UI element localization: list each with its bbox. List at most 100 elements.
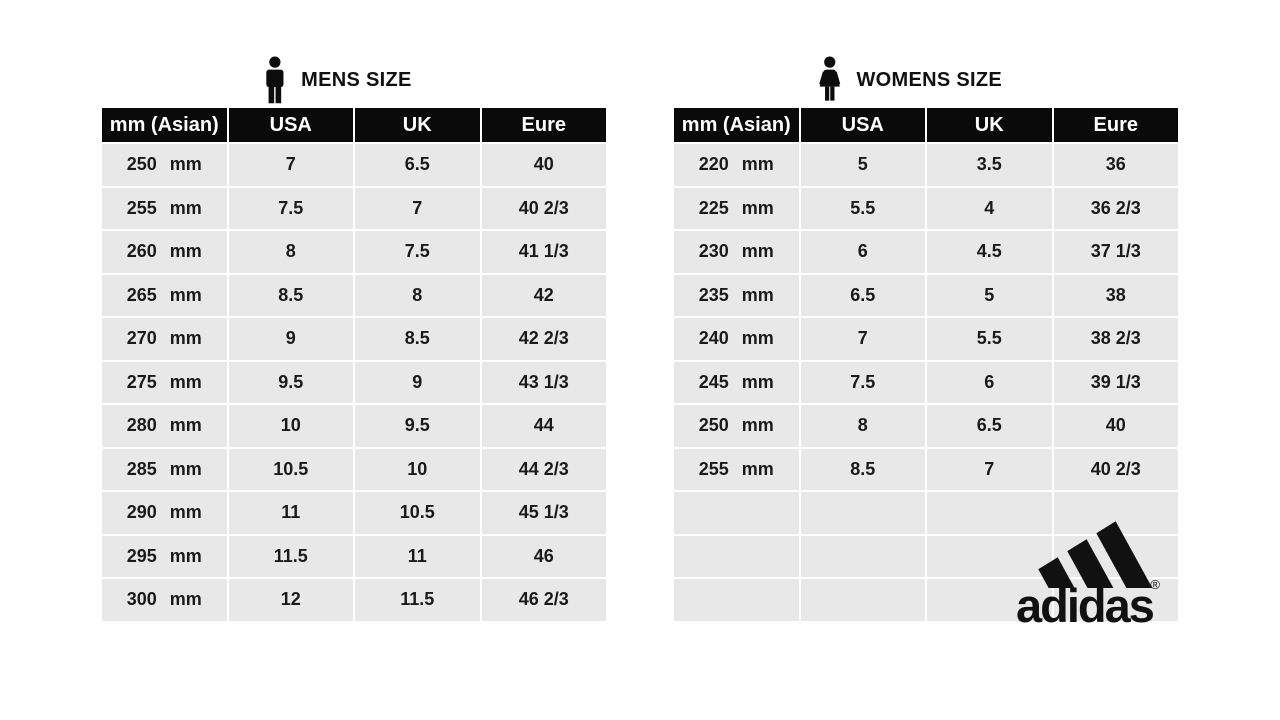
womens-size-chart: WOMENS SIZE mm (Asian) USA UK Eure 220 mm 5 3… [672,55,1180,629]
womens-empty-cell [800,579,925,621]
mens-cell: 285 mm [102,448,227,490]
womens-cell: 245 mm [674,361,799,403]
womens-cell: 225 mm [674,187,799,229]
womens-table-row: 230 mm 6 4.5 37 1/3 [674,231,1178,273]
womens-cell: 8 [800,405,925,447]
mens-header-row: mm (Asian) USA UK Eure [102,108,606,142]
womens-cell: 230 mm [674,231,799,273]
mens-column-header-0: mm (Asian) [102,108,227,142]
womens-empty-cell [674,535,799,577]
womens-table-row: 245 mm 7.5 6 39 1/3 [674,361,1178,403]
mens-cell: 8 [355,274,480,316]
mens-cell: 41 1/3 [481,231,606,273]
womens-cell: 6.5 [927,405,1052,447]
mens-cell: 250 mm [102,144,227,186]
mens-cell: 42 2/3 [481,318,606,360]
mens-table-row: 280 mm 10 9.5 44 [102,405,606,447]
womens-cell: 36 2/3 [1053,187,1178,229]
mens-cell: 6.5 [355,144,480,186]
womens-table-row: 235 mm 6.5 5 38 [674,274,1178,316]
mens-cell: 7.5 [228,187,353,229]
womens-empty-cell [1053,579,1178,621]
womens-size-title-label: WOMENS SIZE [856,68,1003,91]
womens-cell: 7 [927,448,1052,490]
womens-empty-cell [927,492,1052,534]
womens-cell: 40 2/3 [1053,448,1178,490]
mens-cell: 260 mm [102,231,227,273]
adidas-three-bars-icon [1038,520,1153,588]
mens-cell: 8.5 [228,274,353,316]
mens-table-row: 285 mm 10.5 10 44 2/3 [102,448,606,490]
womens-cell: 38 2/3 [1053,318,1178,360]
mens-cell: 46 2/3 [481,579,606,621]
womens-cell: 5.5 [800,187,925,229]
mens-size-title-label: MENS SIZE [301,68,412,91]
mens-size-chart: MENS SIZE mm (Asian) USA UK Eure 250 mm 7 6.5… [100,55,608,623]
womens-cell: 6 [927,361,1052,403]
womens-size-table: mm (Asian) USA UK Eure 220 mm 5 3.5 36 225 mm 5.… [672,106,1180,623]
womens-empty-cell [674,492,799,534]
mens-cell: 290 mm [102,492,227,534]
womens-cell: 39 1/3 [1053,361,1178,403]
mens-cell: 44 2/3 [481,448,606,490]
womens-size-title: WOMENS SIZE [654,55,1162,105]
mens-cell: 42 [481,274,606,316]
womens-empty-cell [927,535,1052,577]
mens-cell: 11.5 [355,579,480,621]
womens-table-row: 240 mm 7 5.5 38 2/3 [674,318,1178,360]
mens-column-header-3: Eure [481,108,606,142]
mens-cell: 43 1/3 [481,361,606,403]
womens-cell: 5 [800,144,925,186]
adidas-wordmark-text: adidas [1016,578,1155,632]
mens-cell: 265 mm [102,274,227,316]
mens-cell: 295 mm [102,535,227,577]
womens-cell: 38 [1053,274,1178,316]
mens-cell: 11 [228,492,353,534]
womens-table-row [674,535,1178,577]
adidas-logo: adidas ® [1016,518,1172,629]
womens-empty-cell [927,579,1052,621]
womens-cell: 250 mm [674,405,799,447]
womens-cell: 6 [800,231,925,273]
womens-cell: 255 mm [674,448,799,490]
womens-table-row: 255 mm 8.5 7 40 2/3 [674,448,1178,490]
womens-column-header-3: Eure [1053,108,1178,142]
womens-table-row: 225 mm 5.5 4 36 2/3 [674,187,1178,229]
womens-cell: 220 mm [674,144,799,186]
mens-size-table: mm (Asian) USA UK Eure 250 mm 7 6.5 40 255 mm 7.… [100,106,608,623]
mens-table-row: 270 mm 9 8.5 42 2/3 [102,318,606,360]
womens-empty-cell [800,492,925,534]
mens-cell: 9 [228,318,353,360]
mens-cell: 40 [481,144,606,186]
adidas-wordmark: adidas ® [1016,578,1160,629]
mens-cell: 10.5 [228,448,353,490]
mens-cell: 280 mm [102,405,227,447]
mens-size-title: MENS SIZE [82,55,590,105]
mens-table-row: 300 mm 12 11.5 46 2/3 [102,579,606,621]
womens-table-row [674,579,1178,621]
womens-header-row: mm (Asian) USA UK Eure [674,108,1178,142]
womens-cell: 6.5 [800,274,925,316]
womens-cell: 4.5 [927,231,1052,273]
womens-cell: 7 [800,318,925,360]
womens-cell: 40 [1053,405,1178,447]
mens-cell: 10 [228,405,353,447]
mens-cell: 275 mm [102,361,227,403]
mens-column-header-1: USA [228,108,353,142]
registered-trademark-icon: ® [1150,576,1160,592]
womens-cell: 235 mm [674,274,799,316]
womens-cell: 8.5 [800,448,925,490]
mens-cell: 40 2/3 [481,187,606,229]
mens-cell: 8 [228,231,353,273]
womens-column-header-2: UK [927,108,1052,142]
mens-cell: 44 [481,405,606,447]
mens-cell: 255 mm [102,187,227,229]
womens-column-header-1: USA [800,108,925,142]
womens-cell: 240 mm [674,318,799,360]
womens-empty-cell [674,579,799,621]
mens-cell: 10.5 [355,492,480,534]
mens-cell: 11.5 [228,535,353,577]
mens-cell: 45 1/3 [481,492,606,534]
womens-column-header-0: mm (Asian) [674,108,799,142]
